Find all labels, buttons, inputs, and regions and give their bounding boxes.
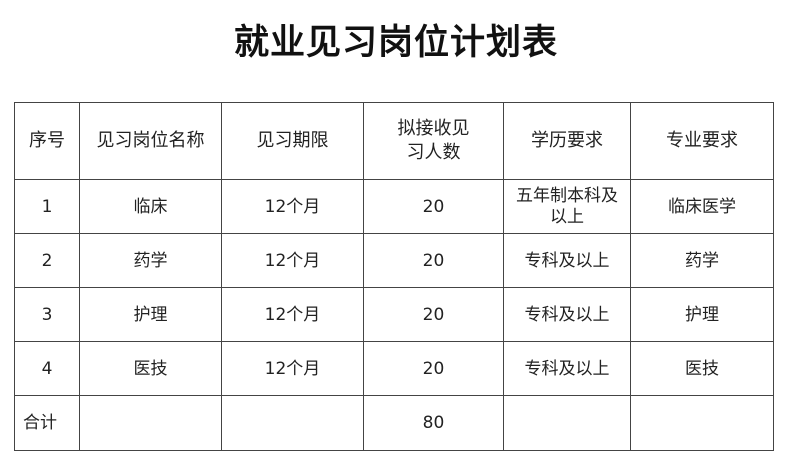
table-row: 2 药学 12个月 20 专科及以上 药学 bbox=[14, 233, 774, 288]
cell bbox=[503, 395, 631, 451]
header-cell: 见习期限 bbox=[221, 102, 364, 180]
cell: 专科及以上 bbox=[503, 233, 631, 288]
table-row: 3 护理 12个月 20 专科及以上 护理 bbox=[14, 287, 774, 342]
cell: 12个月 bbox=[221, 287, 364, 342]
cell: 护理 bbox=[79, 287, 222, 342]
cell: 20 bbox=[363, 287, 504, 342]
cell: 12个月 bbox=[221, 233, 364, 288]
cell: 12个月 bbox=[221, 341, 364, 396]
cell: 20 bbox=[363, 233, 504, 288]
cell: 专科及以上 bbox=[503, 341, 631, 396]
page-title: 就业见习岗位计划表 bbox=[233, 22, 558, 63]
cell: 临床医学 bbox=[630, 179, 774, 234]
cell: 3 bbox=[14, 287, 80, 342]
table-row: 1 临床 12个月 20 五年制本科及以上 临床医学 bbox=[14, 179, 774, 234]
cell: 12个月 bbox=[221, 179, 364, 234]
cell bbox=[79, 395, 222, 451]
cell: 药学 bbox=[630, 233, 774, 288]
cell: 五年制本科及以上 bbox=[503, 179, 631, 234]
header-cell: 专业要求 bbox=[630, 102, 774, 180]
cell bbox=[630, 395, 774, 451]
table-header-row: 序号 见习岗位名称 见习期限 拟接收见习人数 学历要求 专业要求 bbox=[14, 102, 774, 180]
total-label: 合计 bbox=[14, 395, 80, 451]
cell: 医技 bbox=[630, 341, 774, 396]
cell: 医技 bbox=[79, 341, 222, 396]
cell: 护理 bbox=[630, 287, 774, 342]
table-row: 4 医技 12个月 20 专科及以上 医技 bbox=[14, 341, 774, 396]
cell: 4 bbox=[14, 341, 80, 396]
cell: 20 bbox=[363, 341, 504, 396]
cell: 20 bbox=[363, 179, 504, 234]
cell: 药学 bbox=[79, 233, 222, 288]
header-cell: 拟接收见习人数 bbox=[363, 102, 504, 180]
cell bbox=[221, 395, 364, 451]
internship-plan-table: 序号 见习岗位名称 见习期限 拟接收见习人数 学历要求 专业要求 1 临床 12… bbox=[14, 102, 774, 451]
header-cell: 序号 bbox=[14, 102, 80, 180]
cell: 专科及以上 bbox=[503, 287, 631, 342]
header-cell: 见习岗位名称 bbox=[79, 102, 222, 180]
cell: 1 bbox=[14, 179, 80, 234]
header-cell: 学历要求 bbox=[503, 102, 631, 180]
total-row: 合计 80 bbox=[14, 395, 774, 451]
total-count: 80 bbox=[363, 395, 504, 451]
cell: 2 bbox=[14, 233, 80, 288]
cell: 临床 bbox=[79, 179, 222, 234]
